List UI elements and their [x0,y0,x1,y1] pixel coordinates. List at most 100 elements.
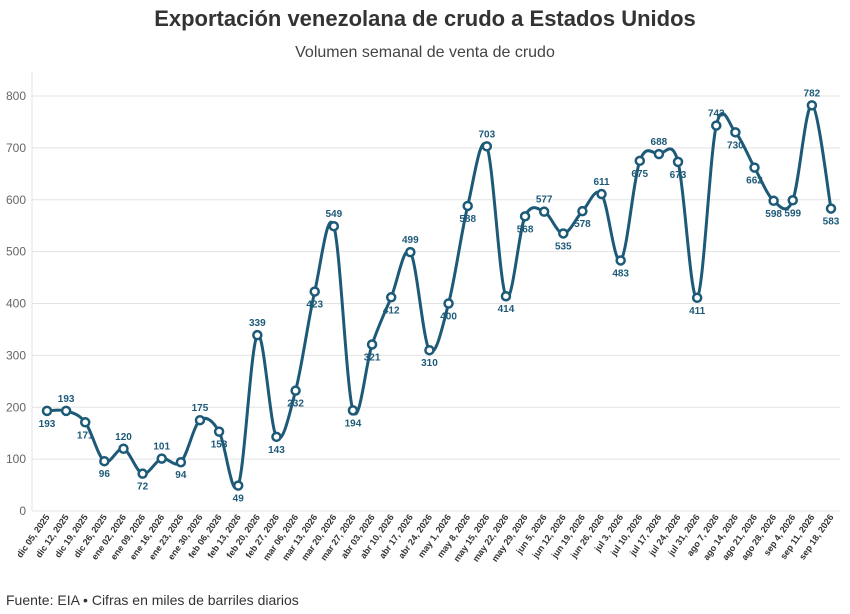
data-point [271,431,282,443]
y-tick-label: 0 [19,504,26,518]
data-label: 598 [765,209,782,220]
data-labels: 193 193 171 96 120 72 101 94 175 153 49 339 143 232 42… [39,88,840,504]
series-line [45,103,833,490]
data-label: 423 [306,300,323,311]
y-tick-label: 700 [6,141,26,155]
data-point [653,148,665,160]
y-tick-label: 600 [6,193,26,207]
data-point [730,127,741,138]
data-label: 583 [823,217,840,228]
data-label: 568 [517,224,534,235]
data-label: 171 [77,430,94,441]
data-label: 782 [804,88,821,99]
data-label: 588 [459,214,476,225]
data-point [481,141,493,152]
data-label: 321 [364,352,381,363]
data-point [558,228,569,239]
data-label: 577 [536,195,553,206]
grid-lines [31,72,840,512]
data-point [443,298,454,309]
y-tick-label: 800 [6,89,26,103]
data-point [462,200,473,212]
y-axis-ticks: 0 100 200 300 400 500 600 700 800 [6,89,26,518]
data-label: 143 [268,445,285,456]
data-label: 194 [345,418,362,429]
data-label: 578 [574,219,591,230]
data-point [405,246,416,258]
y-tick-label: 200 [6,400,26,414]
y-tick-label: 400 [6,297,26,311]
data-point [596,188,607,200]
data-point [538,206,550,217]
data-point [232,480,244,491]
data-point [519,211,531,222]
data-label: 743 [708,109,725,120]
data-label: 232 [287,399,304,410]
data-point [309,286,320,297]
y-tick-label: 300 [6,348,26,362]
data-point [711,120,722,131]
data-point [118,443,129,454]
data-label: 193 [39,419,56,430]
data-label: 96 [99,469,111,480]
data-label: 153 [211,440,228,451]
data-label: 400 [440,312,457,323]
data-point [290,385,301,396]
data-point [60,405,72,417]
data-label: 414 [498,304,515,315]
data-label: 193 [58,394,75,405]
data-point [787,195,799,206]
data-point [366,339,378,350]
data-point [634,155,646,167]
data-points [41,100,837,491]
data-label: 611 [593,177,610,188]
data-label: 49 [233,494,245,505]
data-label: 535 [555,241,572,252]
data-label: 499 [402,235,419,246]
data-label: 703 [478,129,495,140]
data-label: 72 [137,482,149,493]
data-label: 730 [727,140,744,151]
y-tick-label: 500 [6,245,26,259]
data-label: 483 [612,268,629,279]
data-point [749,162,760,173]
data-point [577,205,588,217]
data-point [385,292,397,303]
data-label: 412 [383,305,400,316]
data-label: 675 [631,169,648,180]
source-note: Fuente: EIA • Cifras en miles de barrile… [6,592,299,608]
data-label: 339 [249,318,266,329]
data-point [99,455,110,467]
data-label: 599 [784,208,801,219]
data-label: 673 [670,170,687,181]
data-label: 175 [192,403,209,414]
data-point [328,220,340,232]
data-point [825,203,837,214]
data-point [424,344,435,356]
data-point [156,453,167,464]
data-label: 120 [115,432,132,443]
data-point [672,156,684,168]
data-point [175,456,187,468]
data-point [194,414,206,426]
line-chart: 0 100 200 300 400 500 600 700 800 dic 05, 2025di… [6,72,840,564]
data-point [41,405,53,417]
data-label: 549 [325,209,342,220]
data-label: 688 [651,137,668,148]
data-point [768,195,779,207]
data-label: 94 [175,470,187,481]
data-point [806,100,818,111]
data-point [691,292,703,304]
data-label: 310 [421,358,438,369]
chart-subtitle: Volumen semanal de venta de crudo [295,44,555,61]
data-label: 101 [153,442,170,453]
data-point [252,329,263,341]
data-label: 411 [689,306,706,317]
y-tick-label: 100 [6,452,26,466]
data-label: 662 [746,176,763,187]
chart-title: Exportación venezolana de crudo a Estado… [154,6,696,31]
data-point [213,426,225,437]
data-point [347,405,359,416]
data-point [615,255,626,266]
